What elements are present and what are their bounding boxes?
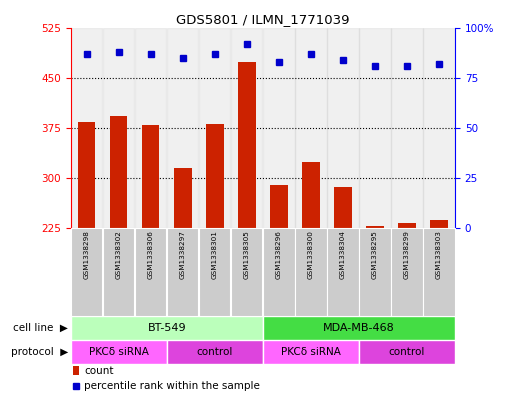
Bar (295, 28, 326, 228)
Bar (78, 122, 95, 228)
Text: GSM1338301: GSM1338301 (212, 231, 218, 279)
Bar (263, 340, 359, 364)
Bar (270, 184, 288, 228)
Bar (167, 28, 198, 228)
Bar (110, 116, 128, 228)
Bar (174, 168, 191, 228)
Bar (238, 62, 256, 228)
Text: BT-549: BT-549 (147, 323, 186, 333)
Text: GSM1338300: GSM1338300 (308, 231, 314, 279)
Text: percentile rank within the sample: percentile rank within the sample (84, 381, 260, 391)
Text: control: control (197, 347, 233, 357)
Bar (391, 28, 423, 228)
Bar (302, 162, 320, 228)
Title: GDS5801 / ILMN_1771039: GDS5801 / ILMN_1771039 (176, 13, 349, 26)
Bar (71, 28, 103, 228)
Bar (359, 28, 391, 228)
Bar (366, 226, 384, 228)
Bar (327, 28, 359, 228)
Text: GSM1338295: GSM1338295 (372, 231, 378, 279)
Bar (263, 316, 455, 340)
Text: GSM1338306: GSM1338306 (147, 231, 154, 279)
Bar (73, 366, 79, 375)
Bar (135, 228, 166, 316)
Bar (430, 220, 448, 228)
Bar (263, 228, 294, 316)
Text: GSM1338299: GSM1338299 (404, 231, 410, 279)
Bar (103, 28, 134, 228)
Bar (167, 228, 198, 316)
Bar (423, 228, 454, 316)
Bar (71, 228, 103, 316)
Bar (398, 222, 416, 228)
Text: control: control (389, 347, 425, 357)
Bar (199, 28, 231, 228)
Text: GSM1338303: GSM1338303 (436, 231, 442, 279)
Text: MDA-MB-468: MDA-MB-468 (323, 323, 395, 333)
Text: GSM1338298: GSM1338298 (84, 231, 89, 279)
Bar (71, 316, 263, 340)
Bar (391, 228, 423, 316)
Bar (359, 340, 455, 364)
Text: PKCδ siRNA: PKCδ siRNA (89, 347, 149, 357)
Bar (295, 228, 326, 316)
Bar (231, 28, 263, 228)
Bar (199, 228, 231, 316)
Bar (423, 28, 454, 228)
Bar (167, 340, 263, 364)
Text: GSM1338305: GSM1338305 (244, 231, 250, 279)
Bar (263, 28, 294, 228)
Text: PKCδ siRNA: PKCδ siRNA (281, 347, 341, 357)
Text: GSM1338302: GSM1338302 (116, 231, 122, 279)
Text: cell line  ▶: cell line ▶ (13, 323, 68, 333)
Text: GSM1338297: GSM1338297 (180, 231, 186, 279)
Text: count: count (84, 366, 113, 376)
Bar (135, 28, 166, 228)
Bar (71, 340, 167, 364)
Text: GSM1338304: GSM1338304 (340, 231, 346, 279)
Bar (359, 228, 391, 316)
Bar (231, 228, 263, 316)
Bar (103, 228, 134, 316)
Bar (142, 125, 160, 228)
Bar (334, 187, 351, 228)
Bar (327, 228, 359, 316)
Bar (206, 124, 223, 228)
Text: protocol  ▶: protocol ▶ (11, 347, 68, 357)
Text: GSM1338296: GSM1338296 (276, 231, 282, 279)
